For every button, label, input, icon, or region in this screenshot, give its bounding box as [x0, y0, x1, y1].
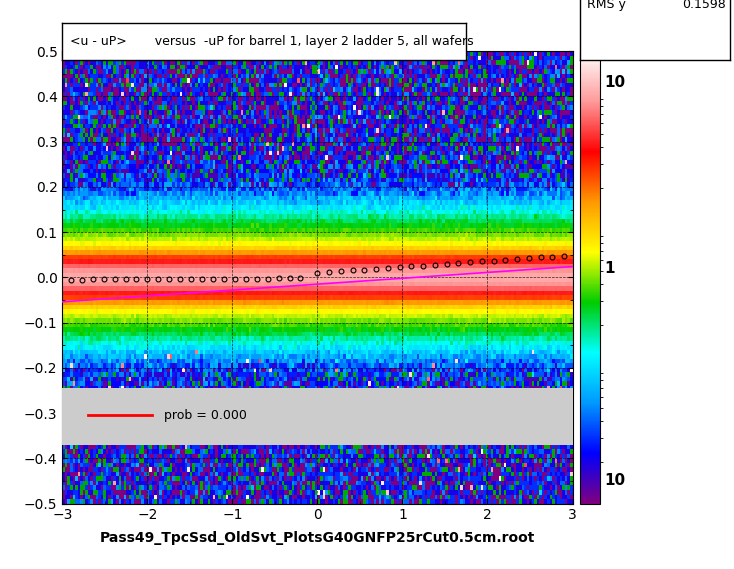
- Text: <u - uP>       versus  -uP for barrel 1, layer 2 ladder 5, all wafers: <u - uP> versus -uP for barrel 1, layer …: [70, 35, 474, 48]
- X-axis label: Pass49_TpcSsd_OldSvt_PlotsG40GNFP25rCut0.5cm.root: Pass49_TpcSsd_OldSvt_PlotsG40GNFP25rCut0…: [100, 531, 535, 545]
- Text: RMS y: RMS y: [587, 0, 626, 11]
- Text: 0.1598: 0.1598: [682, 0, 726, 11]
- Text: 1: 1: [604, 261, 614, 276]
- Bar: [62, 388, 573, 445]
- Text: 10: 10: [604, 473, 625, 488]
- Text: prob = 0.000: prob = 0.000: [164, 409, 247, 422]
- Text: 10: 10: [604, 75, 625, 90]
